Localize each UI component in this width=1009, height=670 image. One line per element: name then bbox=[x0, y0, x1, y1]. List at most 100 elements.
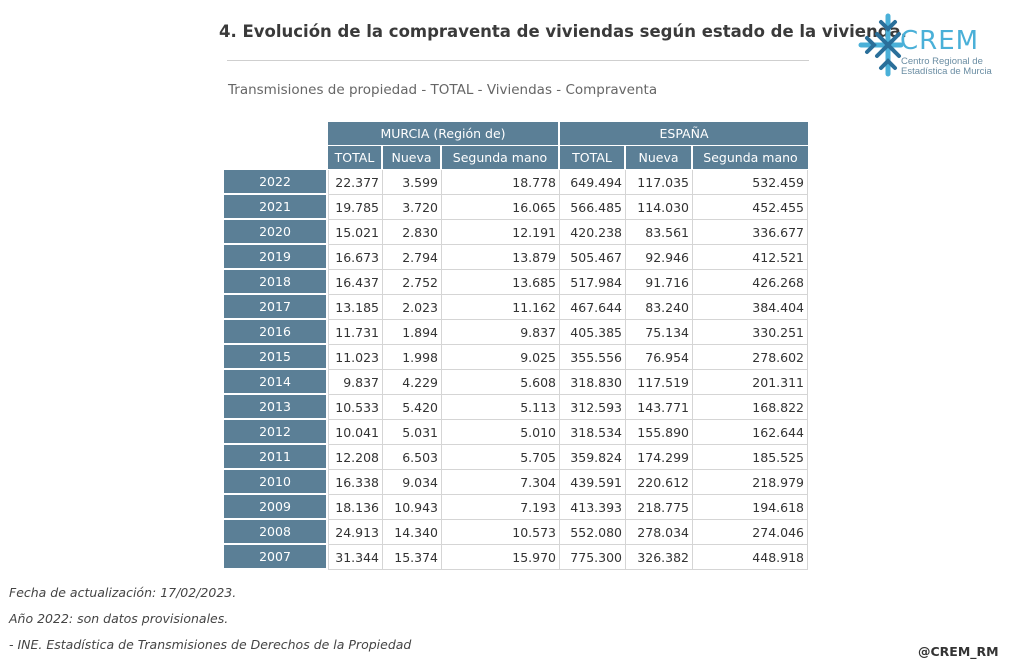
table-cell: 14.340 bbox=[383, 520, 442, 545]
table-cell: 16.065 bbox=[442, 195, 560, 220]
table-cell: 5.113 bbox=[442, 395, 560, 420]
row-year: 2017 bbox=[224, 295, 328, 320]
row-year: 2018 bbox=[224, 270, 328, 295]
table-cell: 355.556 bbox=[560, 345, 626, 370]
table-cell: 405.385 bbox=[560, 320, 626, 345]
corner-cell bbox=[224, 146, 328, 170]
table-cell: 185.525 bbox=[693, 445, 808, 470]
table-row: 2009 18.136 10.943 7.193 413.393 218.775 194.6… bbox=[224, 495, 808, 520]
column-header-row: TOTAL Nueva Segunda mano TOTAL Nueva Seg… bbox=[224, 146, 808, 170]
table-row: 2008 24.913 14.340 10.573 552.080 278.034 274.… bbox=[224, 520, 808, 545]
table-cell: 10.041 bbox=[328, 420, 383, 445]
table-cell: 83.561 bbox=[626, 220, 693, 245]
table-cell: 2.830 bbox=[383, 220, 442, 245]
crem-logo[interactable]: CREM Centro Regional de Estadística de M… bbox=[855, 12, 1005, 82]
table-cell: 384.404 bbox=[693, 295, 808, 320]
col-header-espana-segunda: Segunda mano bbox=[693, 146, 808, 170]
logo-subtitle: Centro Regional de Estadística de Murcia bbox=[901, 57, 992, 77]
table-cell: 274.046 bbox=[693, 520, 808, 545]
table-cell: 2.023 bbox=[383, 295, 442, 320]
table-body: 2022 22.377 3.599 18.778 649.494 117.035 532.4… bbox=[224, 170, 808, 570]
table-cell: 11.162 bbox=[442, 295, 560, 320]
table-cell: 220.612 bbox=[626, 470, 693, 495]
table-row: 2010 16.338 9.034 7.304 439.591 220.612 218.97… bbox=[224, 470, 808, 495]
table-cell: 452.455 bbox=[693, 195, 808, 220]
table-row: 2017 13.185 2.023 11.162 467.644 83.240 384.40… bbox=[224, 295, 808, 320]
table-cell: 5.010 bbox=[442, 420, 560, 445]
twitter-handle[interactable]: @CREM_RM bbox=[918, 644, 999, 659]
row-year: 2013 bbox=[224, 395, 328, 420]
table-cell: 2.752 bbox=[383, 270, 442, 295]
row-year: 2012 bbox=[224, 420, 328, 445]
table-cell: 194.618 bbox=[693, 495, 808, 520]
table-cell: 439.591 bbox=[560, 470, 626, 495]
table-cell: 10.533 bbox=[328, 395, 383, 420]
table-cell: 517.984 bbox=[560, 270, 626, 295]
table-cell: 1.998 bbox=[383, 345, 442, 370]
row-year: 2015 bbox=[224, 345, 328, 370]
snowflake-logo-icon bbox=[858, 13, 903, 77]
table-cell: 12.208 bbox=[328, 445, 383, 470]
logo-wordmark: CREM bbox=[900, 26, 980, 56]
table-cell: 91.716 bbox=[626, 270, 693, 295]
table-cell: 13.685 bbox=[442, 270, 560, 295]
table-cell: 75.134 bbox=[626, 320, 693, 345]
logo-line-2: Estadística de Murcia bbox=[901, 66, 992, 77]
table-cell: 143.771 bbox=[626, 395, 693, 420]
row-year: 2007 bbox=[224, 545, 328, 570]
table-cell: 174.299 bbox=[626, 445, 693, 470]
table-cell: 168.822 bbox=[693, 395, 808, 420]
table-cell: 5.705 bbox=[442, 445, 560, 470]
col-header-murcia-nueva: Nueva bbox=[383, 146, 442, 170]
table-cell: 76.954 bbox=[626, 345, 693, 370]
table-cell: 201.311 bbox=[693, 370, 808, 395]
table-cell: 420.238 bbox=[560, 220, 626, 245]
table-cell: 532.459 bbox=[693, 170, 808, 195]
table-subtitle: Transmisiones de propiedad - TOTAL - Viv… bbox=[228, 82, 658, 98]
table-cell: 3.720 bbox=[383, 195, 442, 220]
row-year: 2021 bbox=[224, 195, 328, 220]
table-cell: 15.374 bbox=[383, 545, 442, 570]
table-cell: 9.837 bbox=[328, 370, 383, 395]
table-cell: 9.837 bbox=[442, 320, 560, 345]
table-cell: 15.021 bbox=[328, 220, 383, 245]
table-cell: 13.185 bbox=[328, 295, 383, 320]
table-cell: 3.599 bbox=[383, 170, 442, 195]
table-cell: 114.030 bbox=[626, 195, 693, 220]
corner-cell bbox=[224, 122, 328, 146]
table-cell: 6.503 bbox=[383, 445, 442, 470]
table-row: 2019 16.673 2.794 13.879 505.467 92.946 412.52… bbox=[224, 245, 808, 270]
table-cell: 566.485 bbox=[560, 195, 626, 220]
table-cell: 9.025 bbox=[442, 345, 560, 370]
table-cell: 92.946 bbox=[626, 245, 693, 270]
table-row: 2014 9.837 4.229 5.608 318.830 117.519 201.311 bbox=[224, 370, 808, 395]
table-cell: 19.785 bbox=[328, 195, 383, 220]
col-header-murcia-segunda: Segunda mano bbox=[442, 146, 560, 170]
table-cell: 10.573 bbox=[442, 520, 560, 545]
col-header-espana-total: TOTAL bbox=[560, 146, 626, 170]
col-header-murcia-total: TOTAL bbox=[328, 146, 383, 170]
table-row: 2012 10.041 5.031 5.010 318.534 155.890 162.64… bbox=[224, 420, 808, 445]
table-cell: 552.080 bbox=[560, 520, 626, 545]
table-cell: 505.467 bbox=[560, 245, 626, 270]
row-year: 2016 bbox=[224, 320, 328, 345]
table-cell: 312.593 bbox=[560, 395, 626, 420]
table-cell: 318.534 bbox=[560, 420, 626, 445]
table-row: 2011 12.208 6.503 5.705 359.824 174.299 185.52… bbox=[224, 445, 808, 470]
row-year: 2022 bbox=[224, 170, 328, 195]
table-cell: 12.191 bbox=[442, 220, 560, 245]
table-row: 2022 22.377 3.599 18.778 649.494 117.035 532.4… bbox=[224, 170, 808, 195]
row-year: 2014 bbox=[224, 370, 328, 395]
table-cell: 9.034 bbox=[383, 470, 442, 495]
logo-line-1: Centro Regional de bbox=[901, 56, 983, 67]
table-cell: 2.794 bbox=[383, 245, 442, 270]
table-cell: 11.023 bbox=[328, 345, 383, 370]
table-cell: 278.602 bbox=[693, 345, 808, 370]
table-cell: 7.304 bbox=[442, 470, 560, 495]
table-cell: 7.193 bbox=[442, 495, 560, 520]
table-cell: 16.437 bbox=[328, 270, 383, 295]
table-cell: 218.979 bbox=[693, 470, 808, 495]
compraventa-table: MURCIA (Región de) ESPAÑA TOTAL Nueva Se… bbox=[224, 122, 808, 570]
page-title: 4. Evolución de la compraventa de vivien… bbox=[219, 22, 907, 41]
group-header-espana: ESPAÑA bbox=[560, 122, 808, 146]
